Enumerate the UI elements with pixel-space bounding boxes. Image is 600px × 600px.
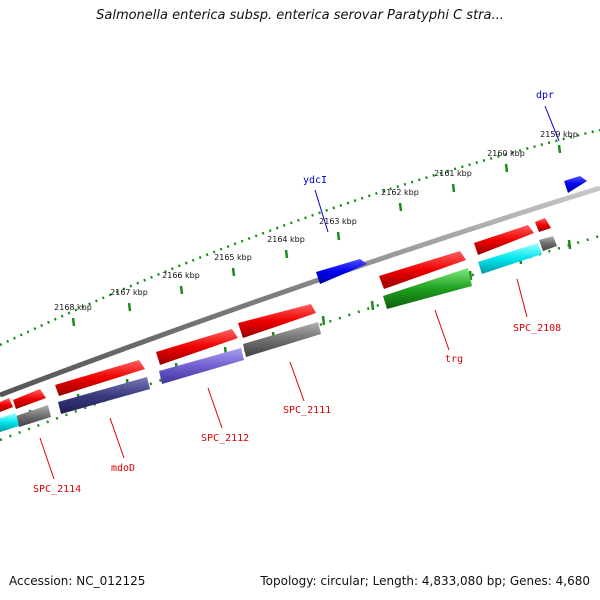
gene-label-spc2112[interactable]: SPC_2112: [201, 433, 249, 444]
major-tick: [557, 144, 562, 154]
gene-red-forward-8[interactable]: [0, 398, 13, 412]
gene-cyan-reverse-2[interactable]: [0, 413, 19, 432]
genome-backbone: [0, 185, 600, 398]
major-tick: [231, 267, 236, 277]
inner-major-tick: [567, 239, 572, 250]
gene-gray-reverse-2[interactable]: [243, 322, 321, 357]
major-tick: [336, 231, 341, 241]
tick-label: 2160 kbp: [487, 149, 525, 158]
major-tick: [71, 317, 76, 327]
genome-summary-text: Topology: circular; Length: 4,833,080 bp…: [260, 574, 590, 588]
gene-red-forward-6[interactable]: [55, 360, 145, 396]
gene-label-ydci[interactable]: ydcI: [303, 175, 327, 186]
gene-red-forward-5[interactable]: [156, 329, 238, 365]
gene-label-dpr[interactable]: dpr: [536, 90, 554, 101]
leader-spc2111: [289, 361, 305, 402]
leader-spc2112: [207, 387, 223, 429]
major-tick: [284, 249, 289, 259]
leader-ydci: [314, 189, 329, 233]
leader-mdod: [109, 417, 125, 459]
gene-label-spc2108[interactable]: SPC_2108: [513, 323, 561, 334]
gene-red-forward-3[interactable]: [379, 251, 466, 289]
inner-major-tick: [468, 270, 473, 281]
inner-major-tick: [370, 300, 375, 311]
gene-label-mdod[interactable]: mdoD: [111, 463, 135, 474]
gene-dpr-forward[interactable]: [564, 176, 587, 193]
leader-trg: [434, 309, 450, 351]
leader-dpr: [544, 105, 560, 142]
label-leaders: [39, 105, 560, 480]
gene-labels: dpr ydcI SPC_2108 trg SPC_2111 SPC_2112 …: [33, 90, 561, 495]
major-tick: [451, 183, 456, 193]
gene-green-reverse-1[interactable]: [383, 268, 472, 309]
gene-red-forward-2[interactable]: [474, 225, 534, 255]
tick-label: 2166 kbp: [162, 271, 200, 280]
tick-label: 2162 kbp: [381, 188, 419, 197]
reverse-features: [0, 236, 557, 432]
gene-gray-reverse-3[interactable]: [16, 405, 51, 427]
gene-gray-reverse-1[interactable]: [539, 236, 557, 251]
inner-major-tick: [321, 315, 326, 326]
major-tick: [504, 163, 509, 173]
gene-label-spc2114[interactable]: SPC_2114: [33, 484, 81, 495]
tick-label: 2163 kbp: [319, 217, 357, 226]
tick-label: 2165 kbp: [214, 253, 252, 262]
leader-spc2114: [39, 437, 55, 480]
gene-red-forward-7[interactable]: [13, 389, 46, 409]
tick-label: 2164 kbp: [267, 235, 305, 244]
tick-label: 2167 kbp: [110, 288, 148, 297]
tick-label: 2159 kbp: [540, 130, 578, 139]
accession-text: Accession: NC_012125: [9, 574, 146, 588]
tick-label: 2161 kbp: [434, 169, 472, 178]
leader-spc2108: [516, 278, 528, 318]
gene-label-spc2111[interactable]: SPC_2111: [283, 405, 331, 416]
gene-red-forward-1[interactable]: [535, 218, 551, 232]
gene-cyan-reverse-1[interactable]: [478, 243, 542, 274]
major-tick: [127, 302, 132, 312]
gene-purple-reverse-1[interactable]: [159, 348, 244, 384]
tick-marks: 2159 kbp 2160 kbp 2161 kbp 2162 kbp 2163 kbp…: [54, 130, 578, 327]
forward-features: [0, 176, 587, 412]
tick-label: 2168 kbp: [54, 303, 92, 312]
major-tick: [398, 202, 403, 212]
gene-red-forward-4[interactable]: [238, 304, 316, 338]
major-tick: [179, 285, 184, 295]
gene-navy-reverse-1[interactable]: [58, 377, 150, 414]
map-title: Salmonella enterica subsp. enterica sero…: [96, 8, 504, 23]
gene-ydci-forward[interactable]: [316, 259, 367, 284]
inner-tick-ring: [0, 234, 600, 442]
gene-label-trg[interactable]: trg: [445, 354, 463, 365]
